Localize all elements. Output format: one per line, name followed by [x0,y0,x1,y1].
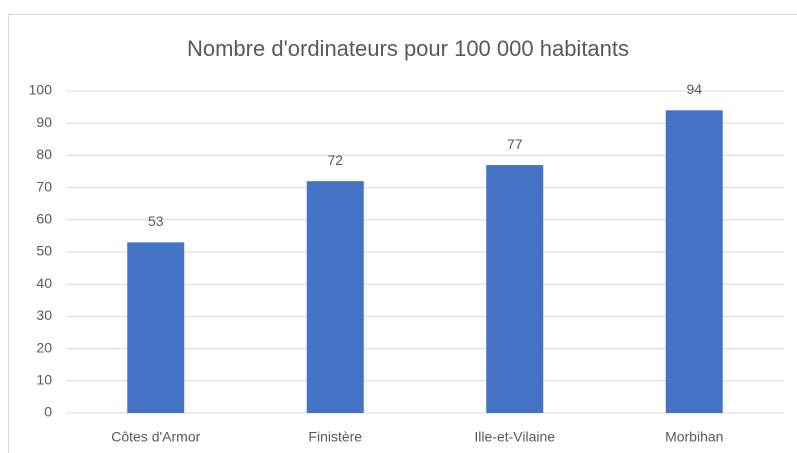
y-tick-label: 90 [36,114,52,130]
y-tick-label: 40 [36,275,52,291]
data-label: 53 [148,213,164,229]
x-tick-label: Côtes d'Armor [111,429,200,445]
y-tick-label: 10 [36,372,52,388]
chart-title: Nombre d'ordinateurs pour 100 000 habita… [187,36,629,61]
x-tick-label: Finistère [308,429,362,445]
data-label: 94 [686,81,702,97]
bar [306,181,364,413]
y-tick-label: 70 [36,178,52,194]
data-label: 72 [327,152,343,168]
y-tick-label: 0 [44,404,52,420]
data-label: 77 [507,136,523,152]
bar [665,110,723,413]
bar [127,242,185,413]
y-tick-label: 80 [36,146,52,162]
y-tick-label: 50 [36,243,52,259]
x-tick-label: Morbihan [665,429,723,445]
bar [486,165,544,413]
y-tick-label: 100 [29,82,53,98]
y-tick-label: 60 [36,211,52,227]
x-tick-label: Ille-et-Vilaine [474,429,555,445]
y-tick-label: 20 [36,339,52,355]
y-tick-label: 30 [36,307,52,323]
